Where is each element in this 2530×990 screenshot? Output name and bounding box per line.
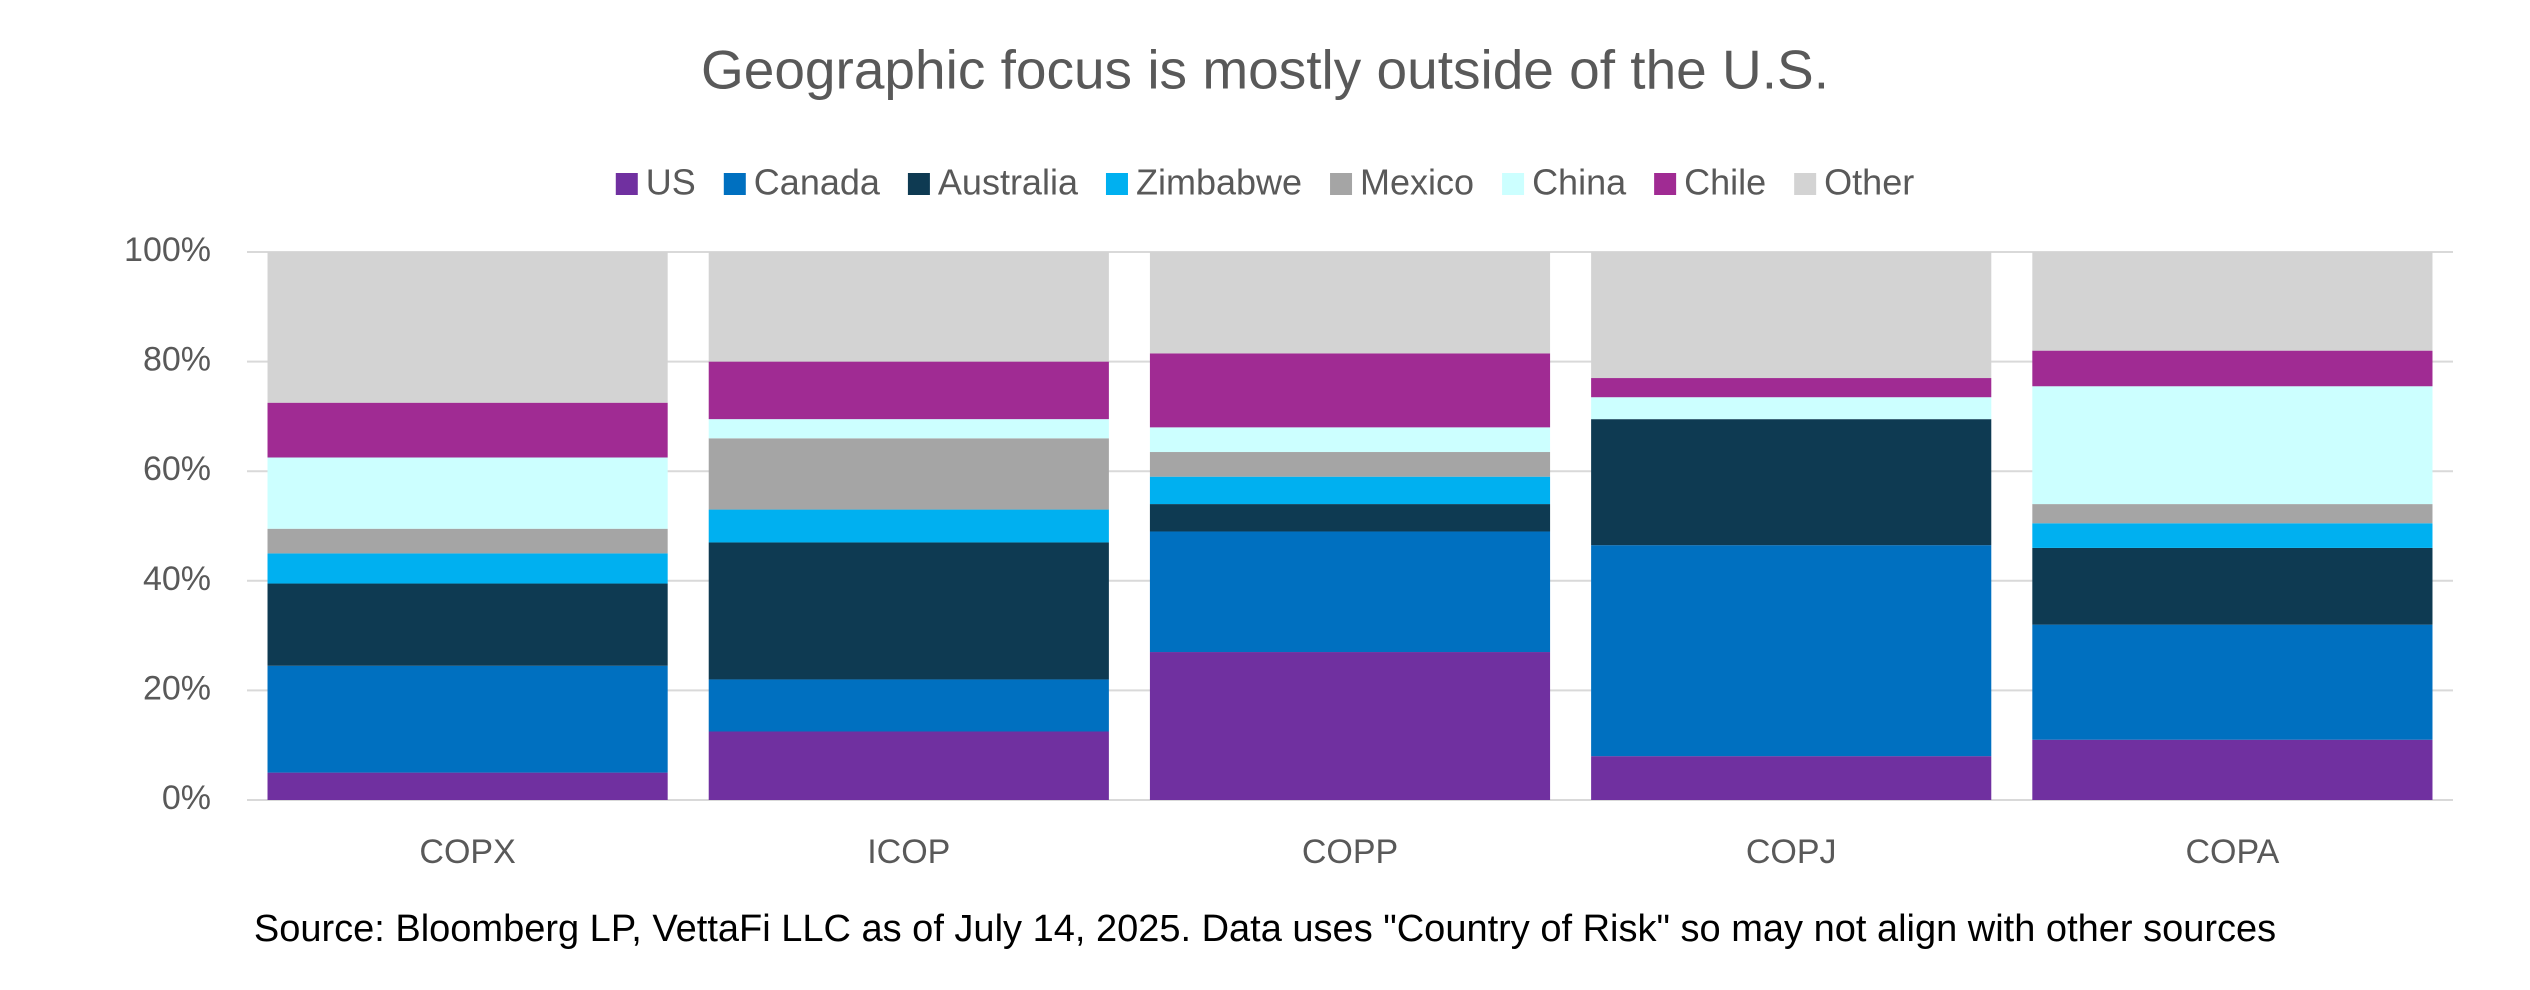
bar-segment (1591, 397, 1992, 420)
bar-segment (708, 438, 1109, 510)
x-tick-label: COPJ (1746, 833, 1837, 871)
y-tick-label: 100% (124, 231, 211, 269)
bar-segment (267, 528, 668, 554)
bar-segment (1149, 452, 1551, 477)
bar-segment (267, 553, 668, 584)
legend-swatch (615, 173, 638, 195)
legend-label: China (1532, 162, 1627, 203)
x-tick-label: COPX (419, 833, 515, 871)
bar-segment (708, 542, 1109, 680)
bar-segment (2032, 386, 2433, 505)
x-tick-label: ICOP (867, 833, 950, 871)
bar-segment (708, 419, 1109, 439)
x-tick-label: COPA (2185, 833, 2279, 871)
x-tick-label: COPP (1302, 833, 1398, 871)
y-tick-label: 20% (143, 669, 211, 707)
bar-segment (2032, 739, 2433, 800)
y-tick-label: 40% (143, 560, 211, 598)
legend-swatch (1794, 173, 1817, 195)
bar-segment (2032, 523, 2433, 548)
bar-segment (2032, 624, 2433, 740)
legend-swatch (1330, 173, 1353, 195)
legend-label: Mexico (1360, 162, 1474, 203)
bar-segment (1149, 427, 1551, 453)
y-tick-label: 0% (162, 779, 211, 817)
bar-segment (2032, 350, 2433, 387)
bar-segment (267, 252, 668, 403)
bar-segment (708, 509, 1109, 543)
bar-segment (267, 402, 668, 458)
bar-segment (2032, 504, 2433, 524)
legend-label: Chile (1684, 162, 1766, 203)
bar-segment (1149, 476, 1551, 505)
bar-segment (708, 679, 1109, 732)
bar-segment (1149, 504, 1551, 532)
bar-segment (1149, 353, 1551, 428)
bar-segment (1591, 545, 1992, 757)
bar-segment (1591, 252, 1992, 379)
legend-swatch (1654, 173, 1677, 195)
legend-swatch (1502, 173, 1525, 195)
legend-swatch (1105, 173, 1128, 195)
legend-label: US (646, 162, 696, 203)
bar-segment (1149, 652, 1551, 800)
bar-segment (1591, 378, 1992, 398)
bar-segment (708, 361, 1109, 420)
bar-segment (1591, 419, 1992, 546)
bar-segment (708, 252, 1109, 362)
legend-label: Other (1824, 162, 1914, 203)
bar-segment (2032, 252, 2433, 351)
bar-segment (1149, 531, 1551, 653)
chart-title: Geographic focus is mostly outside of th… (701, 39, 1829, 101)
legend-swatch (907, 173, 930, 195)
bar-segment (267, 665, 668, 773)
legend-label: Australia (938, 162, 1079, 203)
y-tick-label: 60% (143, 450, 211, 488)
bar-segment (267, 772, 668, 800)
bar-segment (267, 583, 668, 666)
y-tick-label: 80% (143, 341, 211, 379)
legend-swatch (723, 173, 746, 195)
source-note: Source: Bloomberg LP, VettaFi LLC as of … (254, 908, 2276, 950)
bar-segment (2032, 547, 2433, 625)
legend-label: Zimbabwe (1136, 162, 1302, 203)
legend-label: Canada (754, 162, 881, 203)
bar-segment (1591, 756, 1992, 800)
bar-segment (708, 731, 1109, 800)
bar-segment (267, 457, 668, 529)
bar-segment (1149, 252, 1551, 354)
